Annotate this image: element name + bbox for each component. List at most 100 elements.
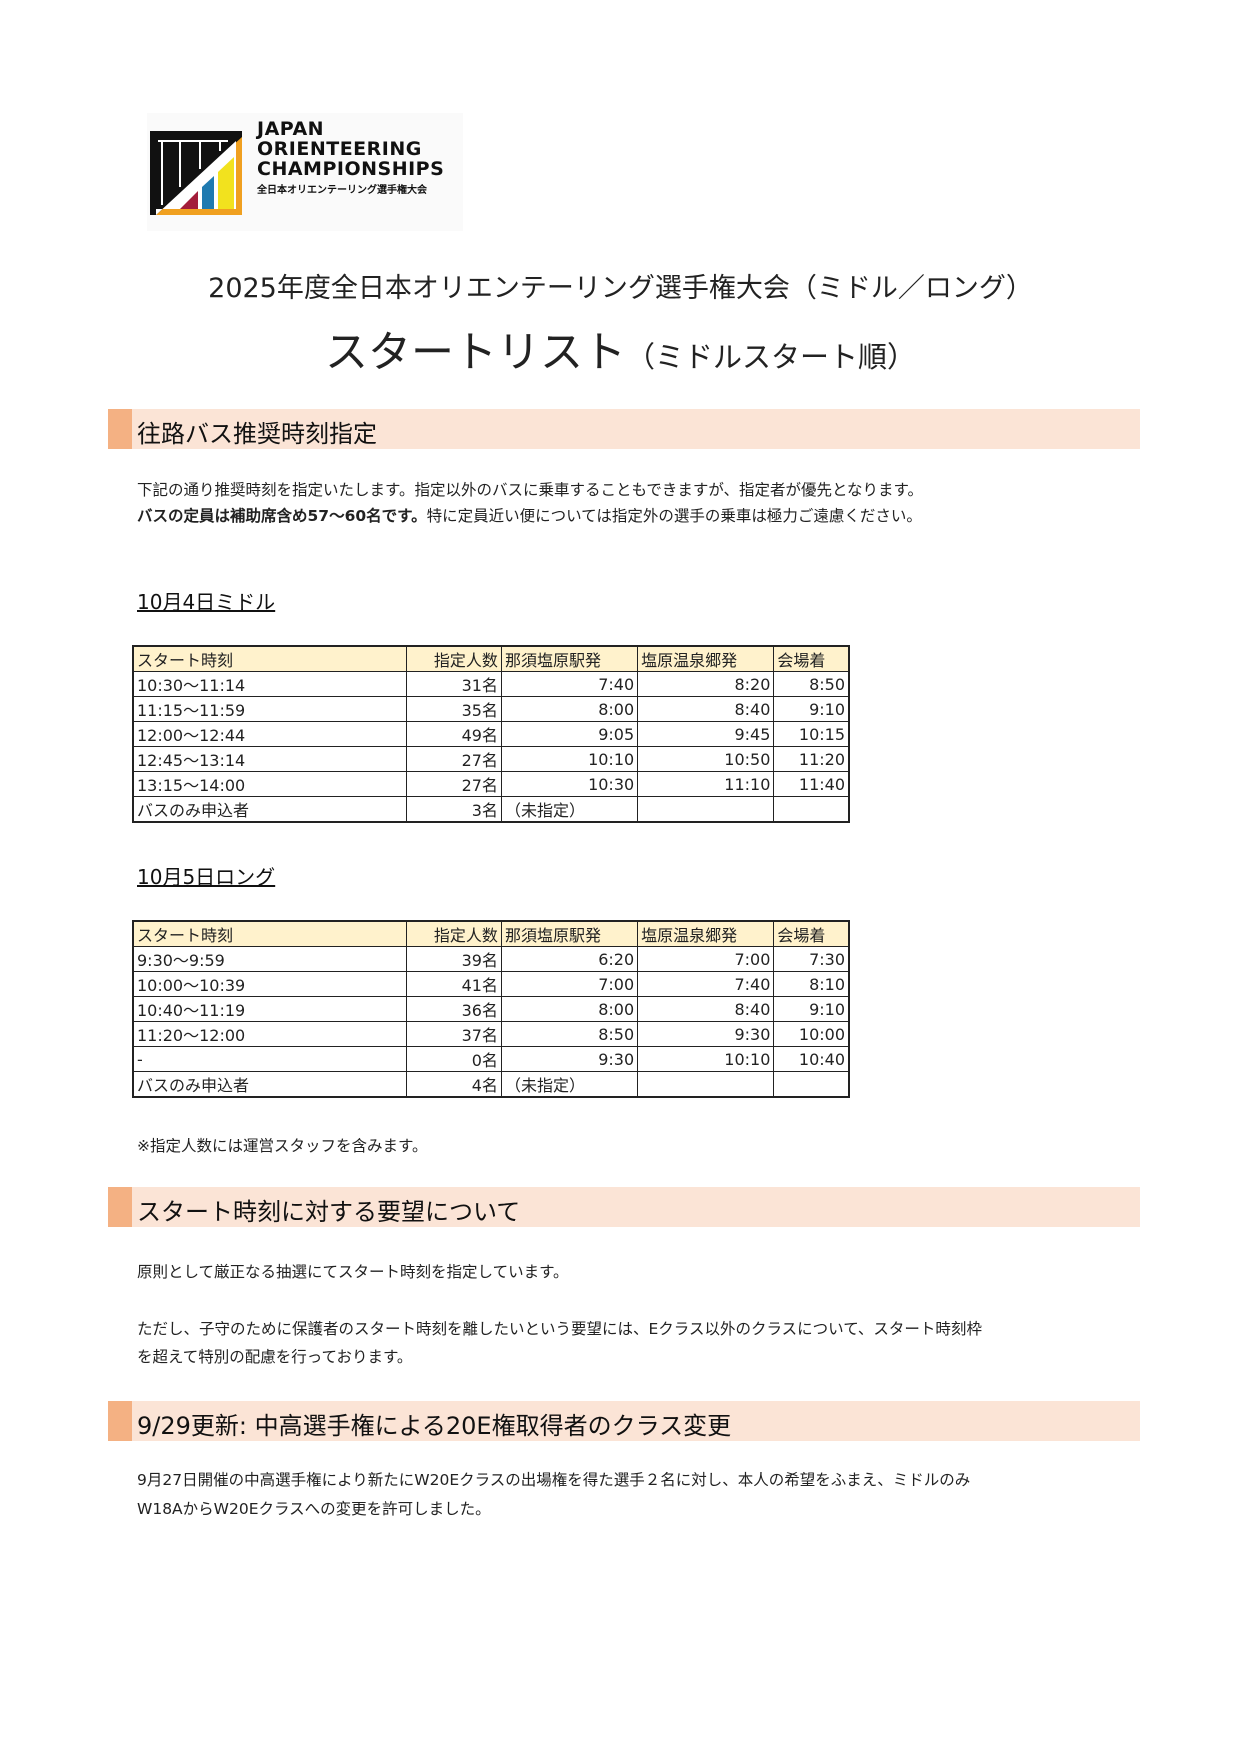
table-cell: 8:10 <box>773 971 850 997</box>
page-title-main: スタートリスト <box>324 328 626 378</box>
column-header: 那須塩原駅発 <box>500 645 639 672</box>
column-header: スタート時刻 <box>132 645 408 672</box>
logo-text-orienteering: ORIENTEERING <box>257 138 422 160</box>
table-cell: 49名 <box>406 721 502 747</box>
table-cell <box>637 796 775 823</box>
event-title: 2025年度全日本オリエンテーリング選手権大会（ミドル／ロング） <box>208 273 1033 304</box>
table-cell: 10:30 <box>500 771 639 797</box>
table-cell <box>637 1071 775 1098</box>
logo-text-japan: JAPAN <box>257 118 325 140</box>
table-cell: 11:20〜12:00 <box>132 1021 408 1047</box>
table-cell: （未指定） <box>500 796 639 823</box>
table-cell: 9:10 <box>773 696 850 722</box>
table-cell: 9:30 <box>637 1021 775 1047</box>
table-cell: 10:10 <box>500 746 639 772</box>
table-cell: 6:20 <box>500 946 639 972</box>
table-row: 11:20〜12:00 37名 8:50 9:30 10:00 <box>132 1021 850 1047</box>
table-row: 10:30〜11:14 31名 7:40 8:20 8:50 <box>132 671 850 697</box>
table-cell: 8:20 <box>637 671 775 697</box>
table-cell: 3名 <box>406 796 502 823</box>
table-cell: 10:00 <box>773 1021 850 1047</box>
page-title-sub: （ミドルスタート順） <box>625 340 916 374</box>
middle-table-title: 10月4日ミドル <box>137 590 276 614</box>
table-cell <box>773 1071 850 1098</box>
table-cell: 9:30〜9:59 <box>132 946 408 972</box>
bus-intro-rest: 特に定員近い便については指定外の選手の乗車は極力ご遠慮ください。 <box>426 507 922 525</box>
table-cell: 10:30〜11:14 <box>132 671 408 697</box>
table-cell: 8:00 <box>500 696 639 722</box>
table-cell: 8:40 <box>637 996 775 1022</box>
table-cell: 9:05 <box>500 721 639 747</box>
class-change-line1: 9月27日開催の中高選手権により新たにW20Eクラスの出場権を得た選手２名に対し… <box>137 1471 971 1489</box>
table-cell: 13:15〜14:00 <box>132 771 408 797</box>
table-cell: 7:00 <box>500 971 639 997</box>
table-cell: 9:30 <box>500 1046 639 1072</box>
staff-note: ※指定人数には運営スタッフを含みます。 <box>137 1137 428 1155</box>
section-heading-label: 往路バス推奨時刻指定 <box>137 420 377 448</box>
table-row: 12:00〜12:44 49名 9:05 9:45 10:15 <box>132 721 850 747</box>
section-heading-start-request: スタート時刻に対する要望について <box>108 1187 1140 1227</box>
table-cell: 10:15 <box>773 721 850 747</box>
table-header-row: スタート時刻 指定人数 那須塩原駅発 塩原温泉郷発 会場着 <box>132 920 850 947</box>
page-title: スタートリスト（ミドルスタート順） <box>0 318 1241 380</box>
table-cell: バスのみ申込者 <box>132 1071 408 1098</box>
table-cell: 4名 <box>406 1071 502 1098</box>
table-cell: 8:40 <box>637 696 775 722</box>
table-cell: 8:50 <box>500 1021 639 1047</box>
bus-intro-line1: 下記の通り推奨時刻を指定いたします。指定以外のバスに乗車することもできますが、指… <box>137 481 924 499</box>
bus-intro-line2: バスの定員は補助席含め57〜60名です。特に定員近い便については指定外の選手の乗… <box>137 502 922 530</box>
column-header: 会場着 <box>773 645 850 672</box>
class-change-line2: W18AからW20Eクラスへの変更を許可しました。 <box>137 1500 491 1518</box>
logo-mark-icon <box>150 131 242 215</box>
bus-capacity-note: バスの定員は補助席含め57〜60名です。 <box>137 507 427 525</box>
column-header: スタート時刻 <box>132 920 408 947</box>
table-cell: - <box>132 1046 408 1072</box>
column-header: 那須塩原駅発 <box>500 920 639 947</box>
table-cell: 7:40 <box>637 971 775 997</box>
table-cell: 8:50 <box>773 671 850 697</box>
start-request-para1: 原則として厳正なる抽選にてスタート時刻を指定しています。 <box>137 1263 569 1281</box>
start-request-para2-line2: を超えて特別の配慮を行っております。 <box>137 1348 413 1366</box>
table-cell: 7:30 <box>773 946 850 972</box>
table-cell: 10:10 <box>637 1046 775 1072</box>
long-bus-table: スタート時刻 指定人数 那須塩原駅発 塩原温泉郷発 会場着 9:30〜9:59 39名 6:2… <box>132 920 850 1098</box>
middle-bus-table: スタート時刻 指定人数 那須塩原駅発 塩原温泉郷発 会場着 10:30〜11:14 31名 7… <box>132 645 850 823</box>
table-cell: 0名 <box>406 1046 502 1072</box>
table-cell: 37名 <box>406 1021 502 1047</box>
logo-text-championships: CHAMPIONSHIPS <box>257 158 445 180</box>
table-cell: 39名 <box>406 946 502 972</box>
table-cell: 10:50 <box>637 746 775 772</box>
table-cell: 10:40〜11:19 <box>132 996 408 1022</box>
table-cell: 35名 <box>406 696 502 722</box>
table-row: 11:15〜11:59 35名 8:00 8:40 9:10 <box>132 696 850 722</box>
column-header: 塩原温泉郷発 <box>637 645 775 672</box>
table-cell <box>773 796 850 823</box>
table-cell: 27名 <box>406 746 502 772</box>
table-header-row: スタート時刻 指定人数 那須塩原駅発 塩原温泉郷発 会場着 <box>132 645 850 672</box>
table-row: 13:15〜14:00 27名 10:30 11:10 11:40 <box>132 771 850 797</box>
section-heading-bus: 往路バス推奨時刻指定 <box>108 409 1140 449</box>
table-cell: 12:00〜12:44 <box>132 721 408 747</box>
table-cell: 9:10 <box>773 996 850 1022</box>
section-heading-class-change: 9/29更新: 中高選手権による20E権取得者のクラス変更 <box>108 1401 1140 1441</box>
table-cell: 7:40 <box>500 671 639 697</box>
table-row: 9:30〜9:59 39名 6:20 7:00 7:30 <box>132 946 850 972</box>
table-cell: 9:45 <box>637 721 775 747</box>
table-cell: 11:40 <box>773 771 850 797</box>
table-cell: 36名 <box>406 996 502 1022</box>
table-row: -0名 9:30 10:10 10:40 <box>132 1046 850 1072</box>
table-cell: 41名 <box>406 971 502 997</box>
logo-text-jp: 全日本オリエンテーリング選手権大会 <box>257 185 427 196</box>
table-cell: 27名 <box>406 771 502 797</box>
table-row: バスのみ申込者 3名 （未指定） <box>132 796 850 823</box>
section-accent-bar <box>108 1401 132 1441</box>
table-cell: 8:00 <box>500 996 639 1022</box>
section-heading-label: 9/29更新: 中高選手権による20E権取得者のクラス変更 <box>137 1412 732 1440</box>
table-cell: （未指定） <box>500 1071 639 1098</box>
table-cell: 11:20 <box>773 746 850 772</box>
table-cell: 31名 <box>406 671 502 697</box>
section-accent-bar <box>108 409 132 449</box>
table-cell: 7:00 <box>637 946 775 972</box>
table-row: 10:40〜11:19 36名 8:00 8:40 9:10 <box>132 996 850 1022</box>
column-header: 塩原温泉郷発 <box>637 920 775 947</box>
